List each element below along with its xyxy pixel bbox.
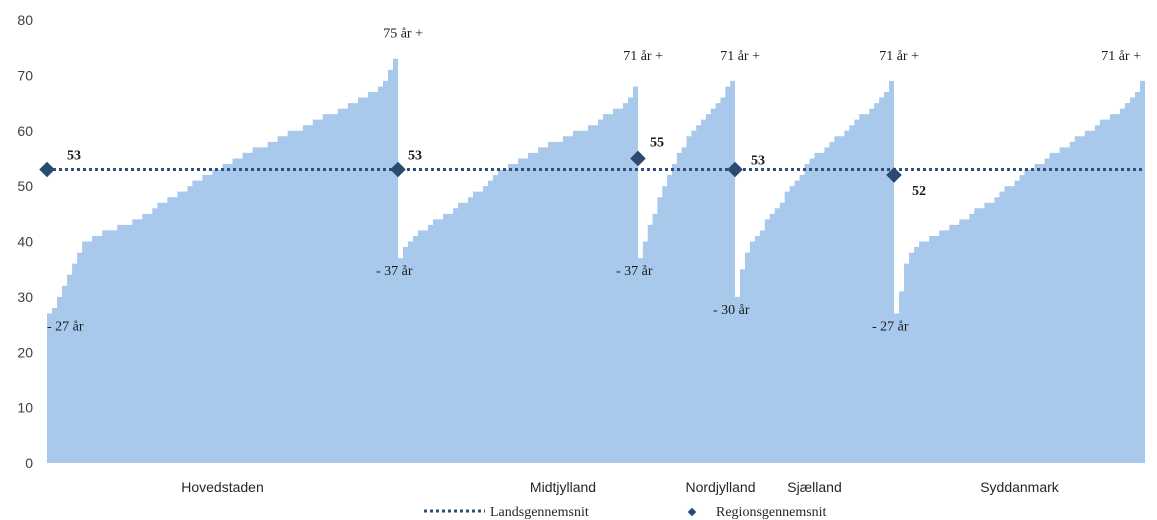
legend-regional-label: Regionsgennemsnit [716, 505, 827, 520]
y-tick-label: 80 [17, 12, 33, 28]
max-age-label: 75 år + [383, 27, 423, 42]
regional-average-label: 53 [408, 149, 422, 164]
min-age-label: - 37 år [616, 264, 653, 279]
legend: Landsgennemsnit Regionsgennemsnit [424, 505, 827, 520]
y-tick-label: 40 [17, 234, 33, 250]
max-age-label: 71 år + [720, 49, 760, 64]
regional-average-label: 53 [67, 149, 81, 164]
max-age-label: 71 år + [623, 49, 663, 64]
region-area-hovedstaden [47, 47, 398, 463]
region-area-nordjylland [638, 69, 735, 464]
category-label: Nordjylland [685, 479, 755, 495]
category-label: Syddanmark [980, 479, 1060, 495]
category-label: Midtjylland [530, 479, 596, 495]
regional-average-label: 53 [751, 154, 765, 169]
min-age-label: - 37 år [376, 264, 413, 279]
y-tick-label: 70 [17, 67, 33, 83]
region-area-syddanmark [894, 69, 1145, 464]
y-tick-label: 10 [17, 400, 33, 416]
region-area-midtjylland [398, 69, 638, 464]
min-age-label: - 27 år [872, 319, 909, 334]
region-area-sjælland [735, 69, 894, 464]
y-tick-label: 20 [17, 344, 33, 360]
annotation-layer: 53 75 år + - 27 år 53 71 år + - 37 år 55 71 år … [47, 27, 1141, 335]
regional-average-label: 52 [912, 184, 926, 199]
y-tick-label: 0 [25, 455, 33, 471]
category-labels: Hovedstaden Midtjylland Nordjylland Sjællan… [181, 479, 1060, 495]
y-tick-label: 50 [17, 178, 33, 194]
min-age-label: - 30 år [713, 303, 750, 318]
y-tick-label: 60 [17, 123, 33, 139]
category-label: Sjælland [787, 479, 841, 495]
max-age-label: 71 år + [1101, 49, 1141, 64]
category-label: Hovedstaden [181, 479, 264, 495]
area-layer [47, 47, 1145, 464]
min-age-label: - 27 år [47, 319, 84, 334]
y-tick-label: 30 [17, 289, 33, 305]
regional-average-layer [39, 150, 902, 183]
legend-national-label: Landsgennemsnit [490, 505, 589, 520]
max-age-label: 71 år + [879, 49, 919, 64]
regional-average-label: 55 [650, 135, 664, 150]
regional-average-marker [39, 161, 55, 178]
y-axis: 0 10 20 30 40 50 60 70 80 [17, 12, 33, 471]
legend-regional-swatch [687, 507, 697, 517]
